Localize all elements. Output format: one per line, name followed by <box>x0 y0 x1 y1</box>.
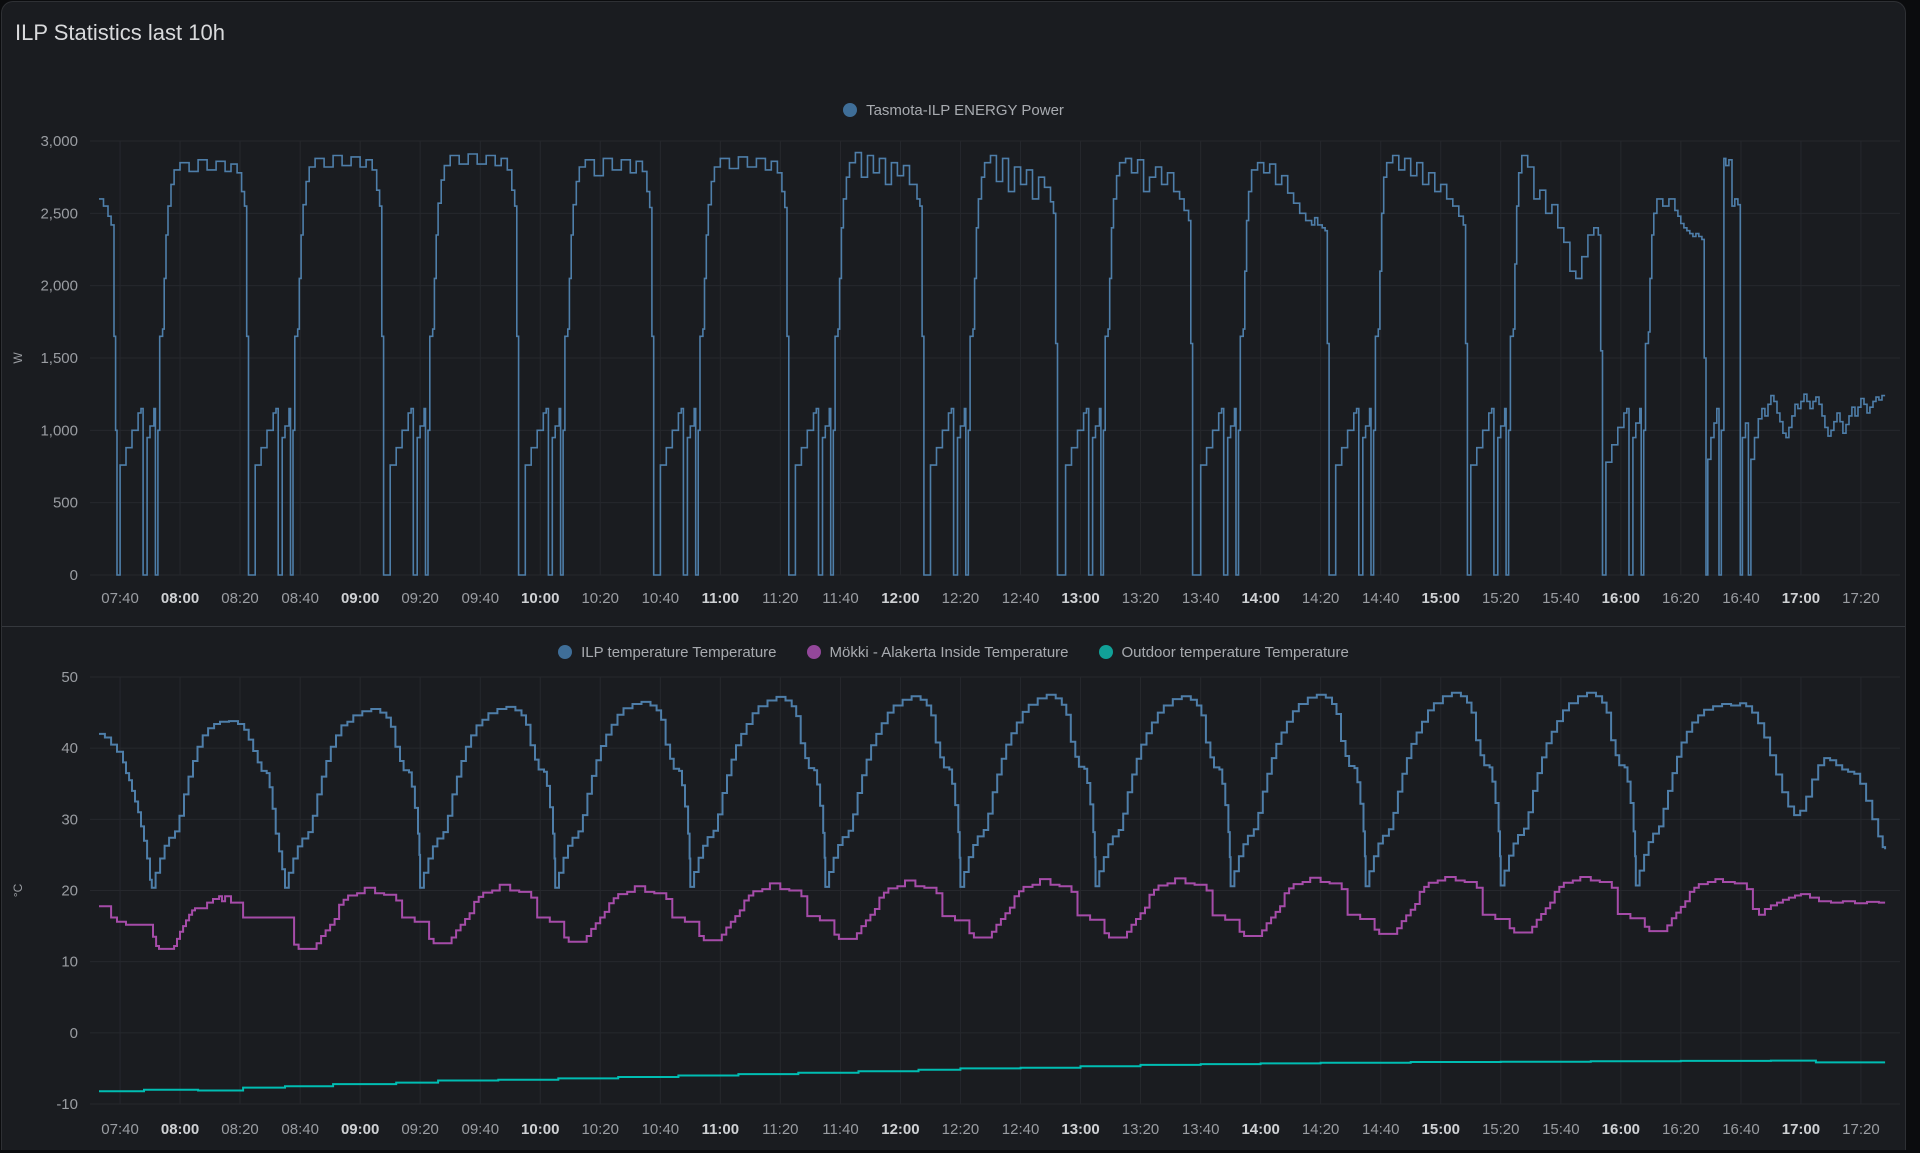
y-tick-label: 2,000 <box>40 278 78 295</box>
x-tick-label: 11:20 <box>762 590 798 607</box>
y-tick-label: 30 <box>61 811 78 828</box>
x-tick-label: 15:20 <box>1482 1121 1520 1138</box>
x-tick-label: 16:40 <box>1722 590 1760 607</box>
temperature-chart[interactable]: -10 0 10 20 30 40 50 07:40 08:00 08:20 08:40 09:00 0… <box>2 668 1908 1153</box>
x-tick-label: 13:40 <box>1182 590 1220 607</box>
x-tick-label: 08:20 <box>221 1121 259 1138</box>
series-line <box>99 691 1887 889</box>
x-tick-label: 16:20 <box>1662 1121 1700 1138</box>
legend-item[interactable]: Tasmota-ILP ENERGY Power <box>843 102 1064 119</box>
x-tick-label: 07:40 <box>101 1121 139 1138</box>
legend-label: ILP temperature Temperature <box>581 643 777 661</box>
x-tick-label: 17:20 <box>1842 1121 1880 1138</box>
x-tick-label: 13:40 <box>1182 1121 1220 1138</box>
y-tick-label: 1,500 <box>40 350 78 367</box>
legend-label: Tasmota-ILP ENERGY Power <box>866 101 1064 119</box>
y-tick-label: 1,000 <box>40 422 78 439</box>
x-tick-label: 08:00 <box>161 590 199 607</box>
x-tick-label: 11:40 <box>822 1121 858 1138</box>
x-tick-label: 10:00 <box>521 590 559 607</box>
x-tick-label: 08:40 <box>281 1121 319 1138</box>
legend-item[interactable]: Mökki - Alakerta Inside Temperature <box>806 643 1069 661</box>
x-tick-label: 13:00 <box>1061 1121 1099 1138</box>
legend-label: Outdoor temperature Temperature <box>1121 643 1349 661</box>
y-tick-label: 3,000 <box>40 133 78 150</box>
x-tick-label: 10:40 <box>642 1121 680 1138</box>
series-color-dot-icon <box>1098 645 1113 659</box>
x-tick-label: 07:40 <box>101 590 139 607</box>
x-tick-label: 09:40 <box>462 590 500 607</box>
x-tick-label: 12:20 <box>942 590 980 607</box>
x-tick-label: 12:00 <box>881 1121 919 1138</box>
y-tick-label: 2,500 <box>40 205 78 222</box>
x-tick-label: 11:40 <box>822 590 858 607</box>
x-tick-label: 09:00 <box>341 590 379 607</box>
y-tick-label: 50 <box>61 669 78 686</box>
x-tick-label: 15:20 <box>1482 590 1520 607</box>
x-tick-label: 10:40 <box>642 590 680 607</box>
x-tick-label: 14:20 <box>1302 1121 1340 1138</box>
y-tick-label: 0 <box>70 1025 78 1042</box>
x-tick-label: 11:00 <box>702 1121 740 1138</box>
y-tick-label: 40 <box>61 740 78 757</box>
series-color-dot-icon <box>806 645 821 659</box>
x-tick-label: 16:00 <box>1602 1121 1640 1138</box>
x-tick-label: 14:20 <box>1302 590 1340 607</box>
x-tick-label: 13:20 <box>1122 590 1160 607</box>
x-tick-label: 17:20 <box>1842 590 1880 607</box>
series-line <box>99 1059 1886 1093</box>
x-tick-label: 11:20 <box>762 1121 798 1138</box>
y-tick-label: -10 <box>56 1096 78 1113</box>
x-tick-label: 09:20 <box>401 590 439 607</box>
power-chart[interactable]: 0 500 1,000 1,500 2,000 2,500 3,000 07:40 08:00 0… <box>2 114 1908 610</box>
x-tick-label: 15:00 <box>1422 1121 1460 1138</box>
y-tick-label: 0 <box>70 567 78 584</box>
x-tick-label: 16:40 <box>1722 1121 1760 1138</box>
x-tick-label: 08:00 <box>161 1121 199 1138</box>
series-line <box>99 151 1886 576</box>
x-tick-label: 12:40 <box>1002 1121 1040 1138</box>
y-tick-label: 500 <box>53 495 78 512</box>
x-tick-label: 14:00 <box>1241 590 1279 607</box>
x-tick-label: 08:20 <box>221 590 259 607</box>
x-tick-label: 10:20 <box>581 590 619 607</box>
x-tick-label: 15:40 <box>1542 1121 1580 1138</box>
series-color-dot-icon <box>558 645 573 659</box>
x-tick-label: 15:40 <box>1542 590 1580 607</box>
x-tick-label: 17:00 <box>1782 1121 1820 1138</box>
x-tick-label: 08:40 <box>281 590 319 607</box>
x-tick-label: 14:00 <box>1241 1121 1279 1138</box>
x-tick-label: 13:00 <box>1061 590 1099 607</box>
x-tick-label: 16:00 <box>1602 590 1640 607</box>
panel-divider <box>2 626 1905 627</box>
x-tick-label: 12:40 <box>1002 590 1040 607</box>
x-tick-label: 14:40 <box>1362 1121 1400 1138</box>
legend-item[interactable]: ILP temperature Temperature <box>558 643 777 661</box>
y-axis-unit: W <box>11 352 25 364</box>
series-color-dot-icon <box>843 103 858 117</box>
x-tick-label: 10:20 <box>581 1121 619 1138</box>
x-tick-label: 12:00 <box>881 590 919 607</box>
x-tick-label: 09:40 <box>462 1121 500 1138</box>
series-line <box>99 876 1886 950</box>
x-tick-label: 13:20 <box>1122 1121 1160 1138</box>
y-tick-label: 20 <box>61 883 78 900</box>
x-tick-label: 15:00 <box>1422 590 1460 607</box>
x-tick-label: 09:00 <box>341 1121 379 1138</box>
y-axis-unit: °C <box>11 883 25 897</box>
legend-item[interactable]: Outdoor temperature Temperature <box>1098 643 1349 661</box>
x-tick-label: 16:20 <box>1662 590 1700 607</box>
legend-label: Mökki - Alakerta Inside Temperature <box>829 643 1069 661</box>
power-legend: Tasmota-ILP ENERGY Power <box>2 98 1905 122</box>
x-tick-label: 11:00 <box>702 590 740 607</box>
x-tick-label: 12:20 <box>942 1121 980 1138</box>
x-tick-label: 09:20 <box>401 1121 439 1138</box>
temperature-legend: ILP temperature Temperature Mökki - Alake… <box>2 640 1905 664</box>
x-tick-label: 10:00 <box>521 1121 559 1138</box>
y-tick-label: 10 <box>61 954 78 971</box>
x-tick-label: 17:00 <box>1782 590 1820 607</box>
x-tick-label: 14:40 <box>1362 590 1400 607</box>
page-title: ILP Statistics last 10h <box>15 20 225 45</box>
